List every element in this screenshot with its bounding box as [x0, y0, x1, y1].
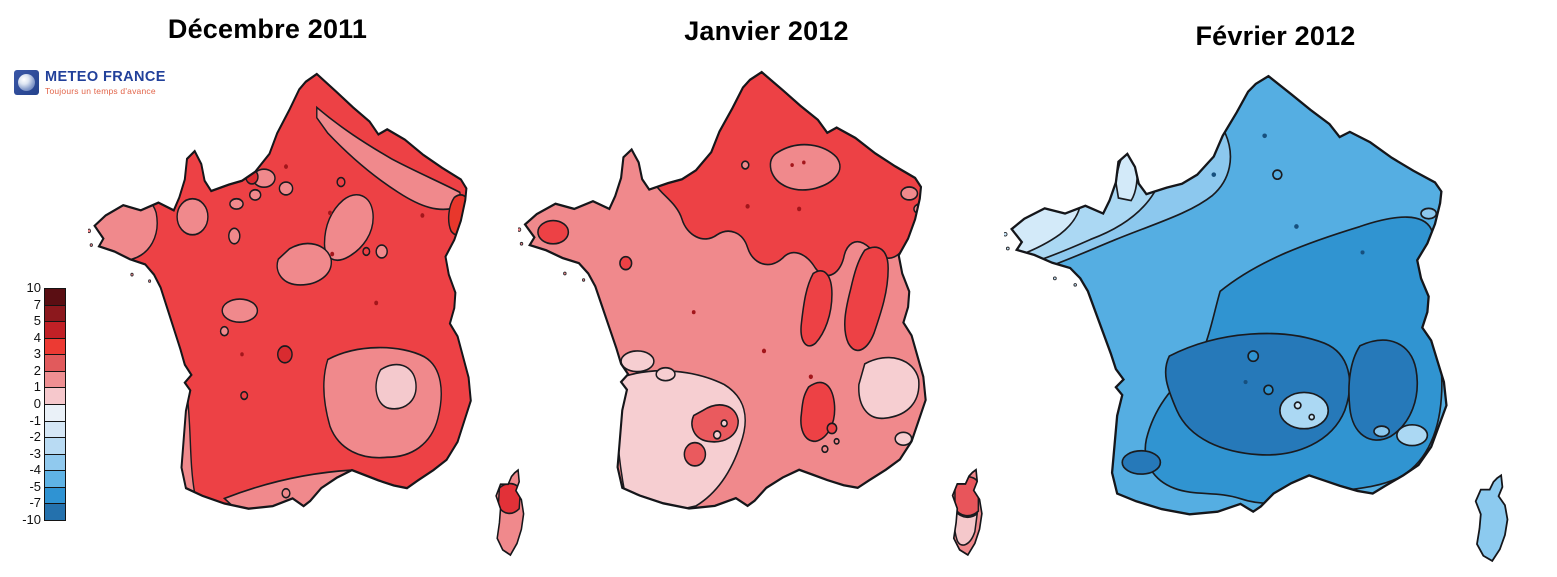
map-february-2012: [1004, 74, 1509, 563]
legend-tick-label: -4: [29, 462, 41, 478]
meteo-france-logo: METEO FRANCE Toujours un temps d'avance: [14, 70, 166, 95]
map-title-december: Décembre 2011: [167, 14, 368, 44]
anomaly-color-scale: 10 7 5 4 3 2 1 0 -1 -2 -3 -4 -5 -7 -10: [18, 280, 88, 528]
legend-cell: [44, 470, 66, 488]
globe-icon: [18, 74, 35, 91]
map-title-january: Janvier 2012: [684, 16, 849, 46]
legend-tick-label: -5: [29, 478, 41, 494]
legend-cell: [44, 453, 66, 472]
legend-tick-label: -10: [22, 511, 41, 527]
legend-tick-label: 7: [33, 296, 41, 312]
legend-cell: [44, 437, 66, 455]
legend-tick-label: 3: [33, 346, 41, 362]
legend-cell: [44, 387, 66, 405]
legend-cell: [44, 288, 66, 306]
legend-tick-label: -3: [29, 445, 41, 461]
legend-cell: [44, 370, 66, 389]
legend-tick-label: 5: [33, 313, 41, 329]
legend-cell: [44, 337, 66, 356]
legend-tick-label: -1: [29, 412, 41, 428]
map-december-2011: [88, 72, 525, 557]
legend-cell: [44, 354, 66, 372]
legend-tick-label: 10: [26, 280, 41, 295]
legend-cell: [44, 403, 66, 422]
legend-tick-label: 4: [33, 329, 41, 345]
legend-cell: [44, 503, 66, 521]
logo-globe-icon: [14, 70, 39, 95]
legend-cell: [44, 486, 66, 505]
legend-cell: [44, 420, 66, 439]
legend-cell: [44, 321, 66, 339]
map-title-february: Février 2012: [1195, 21, 1356, 51]
logo-brand-text: METEO FRANCE: [45, 69, 166, 85]
legend-tick-label: 1: [33, 379, 41, 395]
map-january-2012: [518, 70, 983, 557]
legend-tick-label: -7: [29, 495, 41, 511]
legend-tick-label: 2: [33, 362, 41, 378]
legend-tick-label: -2: [29, 429, 41, 445]
legend-cell: [44, 304, 66, 323]
legend-tick-label: 0: [33, 395, 41, 411]
logo-tagline: Toujours un temps d'avance: [45, 85, 156, 96]
